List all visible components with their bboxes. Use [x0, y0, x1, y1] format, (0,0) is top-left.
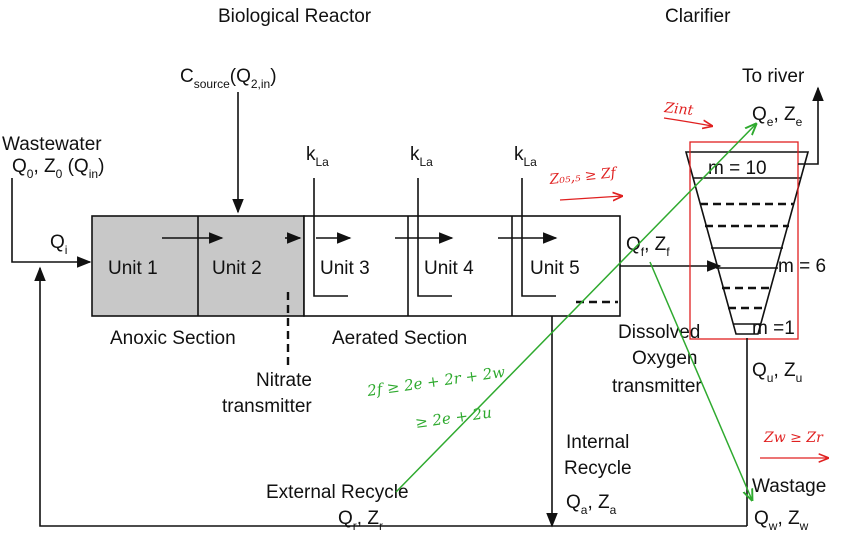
z-int-arrow: [663, 117, 712, 126]
z-int-annotation: Zint: [663, 100, 695, 119]
qi-label: Qi: [50, 232, 67, 257]
wastage-vars: Qw, Zw: [754, 508, 809, 533]
carbon-source-label: Csource(Q2,in): [180, 66, 277, 91]
kla-label-3: kLa: [306, 144, 329, 169]
to-river-label: To river: [742, 66, 805, 87]
layer-top-label: m = 10: [708, 158, 767, 179]
effluent-arrow: [798, 86, 824, 165]
mass-balance-annotation-2: ≥ 2e + 2u: [414, 403, 493, 432]
aerated-section-label: Aerated Section: [332, 328, 467, 349]
clarifier-cone: [684, 151, 810, 335]
external-recycle-loop: [34, 266, 747, 527]
inlet-flow-arrow: [11, 178, 92, 268]
internal-recycle-label-1: Internal: [566, 432, 629, 453]
aerator-unit-3: [313, 178, 348, 297]
do-label-1: Dissolved: [618, 322, 700, 343]
external-recycle-vars: Qr, Zr: [338, 508, 383, 533]
aerator-unit-4: [417, 178, 452, 297]
underflow-label: Qu, Zu: [752, 360, 802, 385]
layer-bottom-label: m =1: [752, 318, 795, 339]
layer-mid-label: m = 6: [778, 256, 826, 277]
green-arrow-to-effluent: [395, 124, 756, 493]
feed-label: Qf, Zf: [626, 234, 670, 259]
zw-zr-annotation: Zw ≥ Zr: [763, 430, 824, 446]
kla-label-4: kLa: [410, 144, 433, 169]
inlet-vars-label: Q0, Z0 (Qin): [12, 156, 104, 181]
unit-1-label: Unit 1: [108, 258, 158, 279]
effluent-vars-label: Qe, Ze: [752, 104, 803, 129]
z-eq-annotation: Z₀₅,₅ ≥ Zf: [548, 165, 620, 188]
wastewater-label: Wastewater: [2, 134, 102, 155]
do-label-3: transmitter: [612, 376, 702, 397]
do-label-2: Oxygen: [632, 348, 697, 369]
unit-3-label: Unit 3: [320, 258, 370, 279]
clarifier-highlight-box: [689, 141, 799, 340]
aerator-unit-5: [521, 178, 556, 297]
mass-balance-annotation-1: 2f ≥ 2e + 2r + 2w: [365, 363, 506, 400]
clarifier-header: Clarifier: [665, 6, 731, 27]
external-recycle-label: External Recycle: [266, 482, 409, 503]
nitrate-transmitter-label: transmitter: [222, 396, 312, 417]
unit-2-label: Unit 2: [212, 258, 262, 279]
unit-4-label: Unit 4: [424, 258, 474, 279]
green-arrow-to-wastage: [649, 261, 752, 500]
wastage-label: Wastage: [752, 476, 826, 497]
kla-label-5: kLa: [514, 144, 537, 169]
anoxic-section-label: Anoxic Section: [110, 328, 236, 349]
internal-recycle-vars: Qa, Za: [566, 492, 617, 517]
unit-5-label: Unit 5: [530, 258, 580, 279]
nitrate-label: Nitrate: [256, 370, 312, 391]
aerated-section-box: [303, 215, 621, 317]
internal-recycle-label-2: Recycle: [564, 458, 632, 479]
z-eq-arrow: [559, 196, 622, 200]
reactor-header: Biological Reactor: [218, 6, 372, 27]
